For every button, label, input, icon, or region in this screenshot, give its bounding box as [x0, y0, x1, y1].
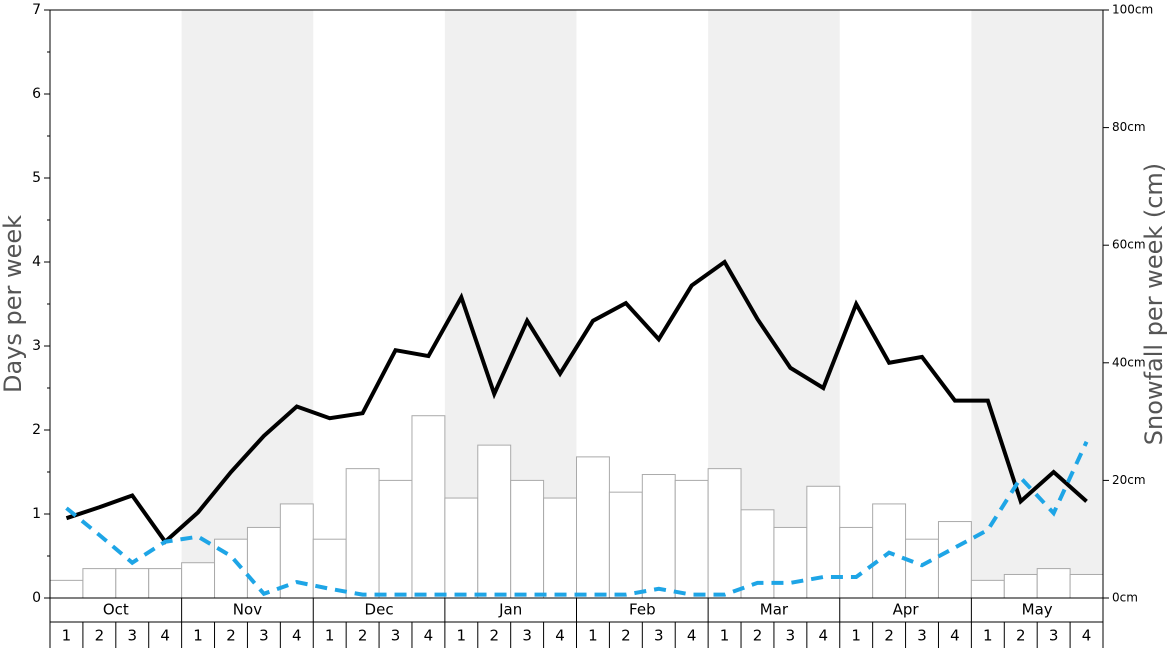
y-tick-label: 5: [32, 170, 41, 186]
week-label: 1: [62, 627, 72, 645]
y2-tick-label: 80cm: [1112, 120, 1146, 134]
bar: [905, 538, 939, 599]
bar: [181, 562, 216, 599]
week-label: 1: [325, 627, 335, 645]
y-tick-label: 7: [32, 2, 41, 18]
bar: [510, 479, 545, 599]
bar: [937, 521, 972, 599]
week-label: 1: [720, 627, 730, 645]
week-label: 4: [424, 627, 434, 645]
bar: [345, 468, 380, 599]
y2-tick-label: 100cm: [1112, 3, 1153, 17]
week-label: 4: [687, 627, 697, 645]
month-label: Nov: [233, 601, 262, 619]
bar: [608, 491, 643, 599]
bar: [444, 497, 479, 599]
y2-tick-label: 40cm: [1112, 355, 1146, 369]
bar: [477, 444, 512, 599]
week-label: 4: [819, 627, 829, 645]
bar: [641, 474, 676, 599]
bar: [773, 526, 808, 599]
bar: [1003, 573, 1038, 599]
week-label: 4: [160, 627, 170, 645]
y-tick-label: 1: [32, 506, 41, 522]
week-label: 3: [917, 627, 927, 645]
week-label: 3: [1049, 627, 1059, 645]
week-label: 4: [950, 627, 960, 645]
week-label: 4: [292, 627, 302, 645]
y2-tick-label: 0cm: [1112, 591, 1138, 605]
y-tick-label: 6: [32, 86, 41, 102]
week-label: 3: [786, 627, 796, 645]
bar: [148, 568, 183, 599]
bar: [1036, 568, 1071, 599]
bar: [246, 526, 281, 599]
week-label: 2: [489, 627, 499, 645]
week-label: 2: [226, 627, 236, 645]
y-tick-label: 0: [32, 590, 41, 606]
month-band: [971, 10, 1103, 598]
month-label: Mar: [760, 601, 789, 619]
line-series: [65, 440, 1089, 597]
bar: [378, 479, 413, 599]
week-label: 3: [259, 627, 269, 645]
bar: [707, 468, 742, 599]
week-label: 3: [391, 627, 401, 645]
week-label: 1: [588, 627, 598, 645]
week-label: 3: [654, 627, 664, 645]
week-label: 1: [193, 627, 203, 645]
bar: [543, 497, 577, 599]
y-tick-label: 2: [32, 422, 41, 438]
week-label: 2: [95, 627, 105, 645]
month-label: Dec: [365, 601, 394, 619]
bar: [576, 456, 610, 599]
line-series: [65, 259, 1088, 545]
bar: [970, 579, 1005, 599]
month-label: Jan: [498, 601, 522, 619]
bar: [411, 415, 446, 599]
week-label: 2: [884, 627, 894, 645]
week-label: 4: [555, 627, 565, 645]
month-band: [181, 10, 314, 598]
bar: [839, 526, 874, 599]
month-label: Feb: [629, 601, 656, 619]
plot-frame: [49, 9, 1104, 599]
week-label: 3: [127, 627, 137, 645]
bar: [82, 568, 117, 599]
y-tick-label: 4: [32, 254, 41, 270]
y2-tick-label: 60cm: [1112, 238, 1146, 252]
week-label: 3: [522, 627, 532, 645]
bar: [49, 579, 84, 599]
y2-axis-label: Snowfall per week (cm): [1140, 163, 1168, 445]
week-label: 4: [1082, 627, 1092, 645]
week-label: 1: [457, 627, 467, 645]
month-label: Apr: [893, 601, 920, 619]
month-label: May: [1022, 601, 1053, 619]
bar: [806, 485, 841, 599]
week-label: 2: [621, 627, 631, 645]
y2-tick-label: 20cm: [1112, 473, 1146, 487]
week-label: 1: [983, 627, 993, 645]
week-label: 2: [358, 627, 368, 645]
bar: [674, 479, 709, 599]
month-label: Oct: [103, 601, 129, 619]
y-axis-label: Days per week: [0, 215, 27, 393]
bar: [1069, 573, 1104, 599]
y-tick-label: 3: [32, 338, 41, 354]
week-label: 2: [1016, 627, 1026, 645]
week-label: 1: [851, 627, 861, 645]
bar: [115, 568, 150, 599]
week-label: 2: [753, 627, 763, 645]
